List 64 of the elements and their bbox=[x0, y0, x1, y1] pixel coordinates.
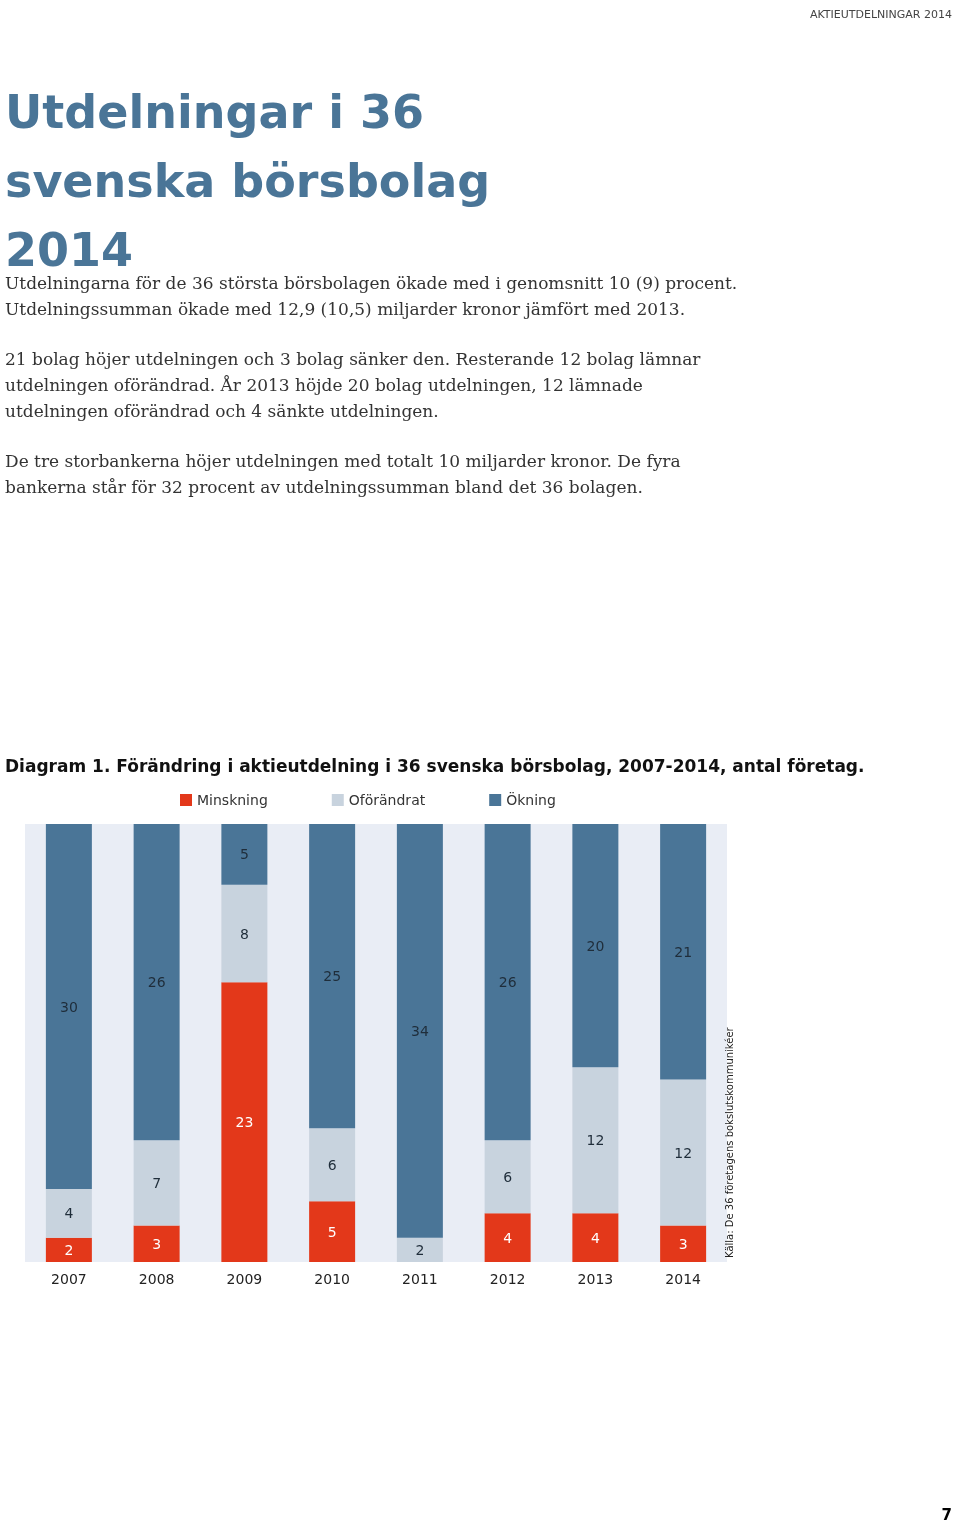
chart-subtitle: Diagram 1. Förändring i aktieutdelning i 36 svenska börsbolag, 2007-2014, antal företag. bbox=[5, 756, 865, 776]
bar bbox=[396, 824, 443, 1238]
data-label: 4 bbox=[590, 1229, 600, 1246]
bar bbox=[309, 1128, 356, 1202]
x-tick-label: 2010 bbox=[314, 1271, 350, 1287]
text: 7 bbox=[941, 1506, 952, 1524]
x-tick-label: 2012 bbox=[489, 1271, 526, 1287]
data-label: 12 bbox=[674, 1144, 693, 1161]
bar bbox=[45, 824, 92, 1189]
bar bbox=[660, 1079, 707, 1226]
data-label: 21 bbox=[674, 943, 693, 960]
x-tick-label: 2013 bbox=[577, 1271, 614, 1287]
x-tick-label: 2011 bbox=[402, 1271, 438, 1287]
bar bbox=[221, 884, 268, 983]
bar bbox=[572, 1213, 619, 1262]
legend-label: Oförändrat bbox=[348, 792, 426, 808]
bar bbox=[396, 1237, 443, 1262]
bar bbox=[309, 1201, 356, 1262]
data-label: 26 bbox=[498, 974, 517, 991]
data-label: 20 bbox=[586, 937, 605, 954]
text: Utdelningarna för de 36 största börsbolagen ökade med i genomsnitt 10 (9) procent. Utdelningssumman ökade med 12,9 (10,5) miljarder kronor jämfört med 2013. bbox=[5, 272, 739, 321]
bar bbox=[572, 1067, 619, 1214]
data-label: 23 bbox=[235, 1114, 254, 1131]
x-tick-label: 2009 bbox=[226, 1271, 263, 1287]
bar bbox=[309, 824, 356, 1129]
x-tick-label: 2014 bbox=[665, 1271, 702, 1287]
legend-label: Ökning bbox=[506, 791, 556, 808]
data-label: 3 bbox=[678, 1235, 688, 1252]
data-label: 4 bbox=[503, 1229, 513, 1246]
data-label: 6 bbox=[327, 1156, 337, 1173]
data-label: 5 bbox=[239, 846, 249, 863]
bar bbox=[45, 1237, 92, 1262]
bar bbox=[484, 1140, 531, 1214]
bar bbox=[133, 1140, 180, 1226]
data-label: 12 bbox=[586, 1132, 605, 1149]
bar bbox=[133, 1225, 180, 1262]
bar bbox=[221, 982, 268, 1262]
legend-label: Minskning bbox=[197, 792, 268, 808]
data-label: 30 bbox=[59, 998, 78, 1015]
data-label: 4 bbox=[64, 1205, 74, 1222]
text: AKTIEUTDELNINGAR 2014 bbox=[809, 8, 952, 21]
x-tick-label: 2007 bbox=[51, 1271, 87, 1287]
bar bbox=[484, 824, 531, 1141]
x-tick-label: 2008 bbox=[138, 1271, 175, 1287]
data-label: 3 bbox=[152, 1235, 162, 1252]
bar bbox=[133, 824, 180, 1141]
bar bbox=[660, 1225, 707, 1262]
data-label: 6 bbox=[503, 1168, 513, 1185]
annotation: Källa: De 36 företagens bokslutskommunikéer bbox=[724, 1027, 735, 1258]
bar bbox=[572, 824, 619, 1068]
bar bbox=[221, 824, 268, 885]
bar bbox=[484, 1213, 531, 1262]
data-label: 2 bbox=[64, 1241, 74, 1258]
text: De tre storbankerna höjer utdelningen med totalt 10 miljarder kronor. De fyra bankerna står för 32 procent av utdelningssumman bland det 36 bolagen. bbox=[5, 450, 682, 499]
data-label: 2 bbox=[415, 1241, 425, 1258]
bar bbox=[660, 824, 707, 1080]
data-label: 7 bbox=[152, 1174, 162, 1191]
data-label: 26 bbox=[147, 974, 166, 991]
data-label: 25 bbox=[323, 968, 342, 985]
data-label: 8 bbox=[239, 925, 249, 942]
data-label: 5 bbox=[327, 1223, 337, 1240]
text: 21 bolag höjer utdelningen och 3 bolag sänker den. Resterande 12 bolag lämnar utdelningen oförändrad. År 2013 höjde 20 bolag utdelningen, 12 lämnade utdelningen oförändrad och 4 sänkte utdelningen. bbox=[5, 348, 702, 423]
bar bbox=[45, 1189, 92, 1238]
data-label: 34 bbox=[410, 1022, 429, 1039]
